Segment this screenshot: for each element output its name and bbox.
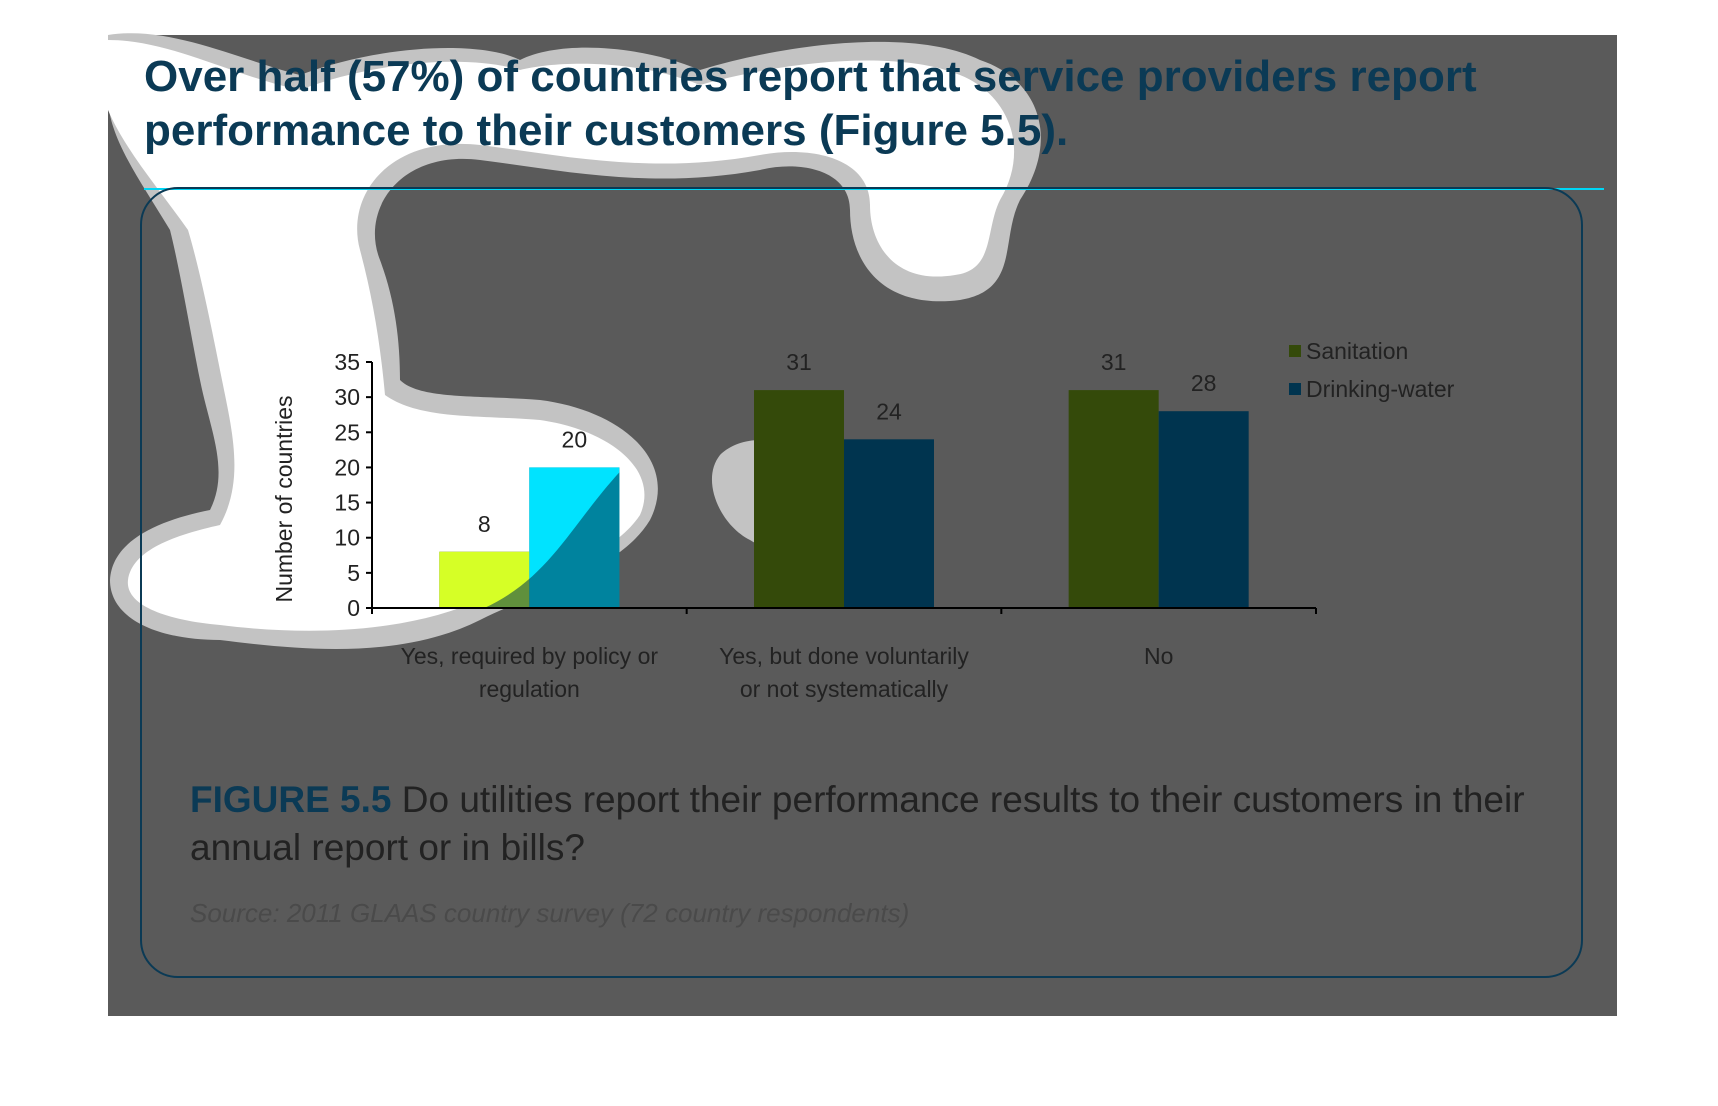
legend-label-sanitation: Sanitation — [1306, 337, 1409, 364]
bar-sanitation — [754, 390, 844, 608]
x-tick-label: Yes, required by policy or — [401, 643, 659, 669]
data-labels: 8 20 31 24 31 28 — [478, 349, 1217, 537]
figure-caption: FIGURE 5.5 Do utilities report their per… — [190, 776, 1550, 872]
bar-shadow-overlap — [484, 472, 620, 608]
y-tick-label: 30 — [334, 384, 360, 410]
figure-caption-label: FIGURE 5.5 — [190, 779, 392, 820]
data-label-drinking-water: 28 — [1191, 370, 1217, 396]
axes — [371, 362, 1317, 614]
x-tick-label: regulation — [479, 676, 580, 702]
data-label-sanitation: 31 — [1101, 349, 1127, 375]
figure-source: Source: 2011 GLAAS country survey (72 co… — [190, 898, 910, 928]
highlight-bars — [439, 467, 620, 608]
bars — [439, 390, 1249, 608]
x-axis-labels: Yes, required by policy or regulation Yes,… — [401, 643, 1174, 702]
legend-label-drinking-water: Drinking-water — [1306, 375, 1455, 402]
legend-item-drinking-water: Drinking-water — [1289, 370, 1454, 408]
data-label-sanitation: 31 — [786, 349, 812, 375]
data-label-drinking-water: 20 — [562, 426, 588, 452]
bar-sanitation — [1068, 390, 1159, 608]
bar-drinking-water — [844, 439, 934, 608]
y-axis-ticks: 0 5 10 15 20 25 30 35 — [334, 349, 372, 621]
y-tick-label: 0 — [347, 595, 360, 621]
y-tick-label: 35 — [334, 349, 360, 375]
y-tick-label: 10 — [334, 525, 360, 551]
y-tick-label: 20 — [334, 454, 360, 480]
chart-legend: Sanitation Drinking-water — [1289, 332, 1454, 408]
x-tick-label: or not systematically — [740, 676, 949, 702]
x-tick-label: No — [1144, 643, 1173, 669]
y-axis-label: Number of countries — [271, 395, 297, 602]
figure-frame — [140, 187, 1583, 978]
legend-swatch-sanitation — [1289, 345, 1301, 357]
x-tick-label: Yes, but done voluntarily — [719, 643, 969, 669]
data-label-sanitation: 8 — [478, 511, 491, 537]
legend-item-sanitation: Sanitation — [1289, 332, 1454, 370]
y-tick-label: 5 — [347, 560, 360, 586]
headline-underline — [144, 188, 1604, 190]
y-tick-label: 25 — [334, 419, 360, 445]
figure-caption-text: Do utilities report their performance re… — [190, 779, 1525, 868]
bar-drinking-water — [1158, 411, 1249, 608]
y-tick-label: 15 — [334, 490, 360, 516]
data-label-drinking-water: 24 — [876, 398, 902, 424]
page-headline: Over half (57%) of countries report that… — [144, 52, 1477, 155]
legend-swatch-drinking-water — [1289, 383, 1301, 395]
